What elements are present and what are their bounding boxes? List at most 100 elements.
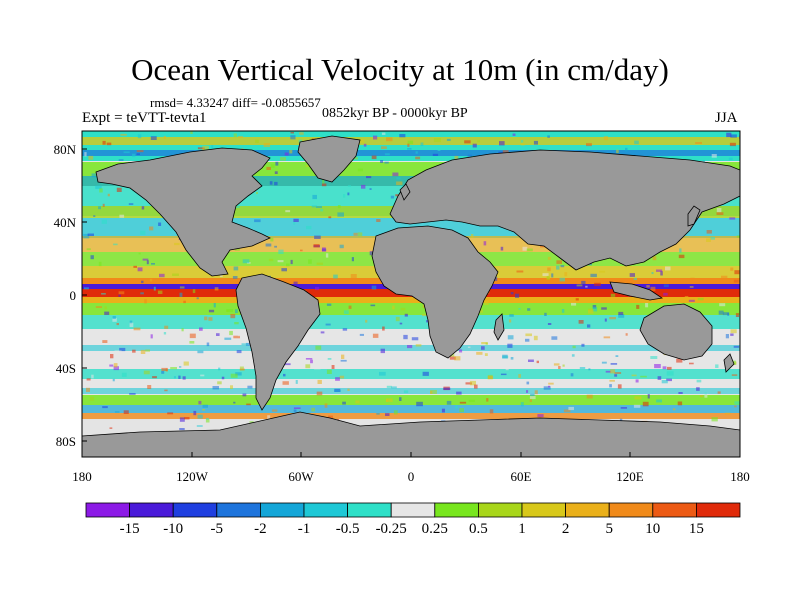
field-speckle [665, 266, 671, 271]
field-speckle [634, 140, 639, 145]
field-speckle [119, 214, 125, 218]
field-speckle [603, 336, 611, 339]
field-speckle [89, 396, 95, 401]
field-speckle [487, 376, 494, 380]
field-speckle [357, 168, 363, 172]
field-speckle [226, 309, 233, 312]
field-speckle [142, 258, 149, 261]
field-speckle [386, 385, 392, 388]
field-speckle [143, 370, 150, 375]
field-speckle [118, 291, 125, 295]
field-speckle [205, 419, 210, 423]
field-speckle [385, 413, 390, 416]
field-speckle [315, 345, 322, 350]
field-speckle [172, 273, 179, 276]
field-speckle [109, 427, 113, 429]
field-speckle [601, 307, 607, 310]
field-speckle [704, 393, 708, 398]
greenland [297, 135, 361, 183]
field-speckle [90, 255, 94, 260]
field-speckle [371, 155, 377, 160]
field-speckle [534, 390, 538, 395]
field-speckle [109, 364, 114, 367]
field-speckle [696, 379, 702, 383]
field-speckle [446, 138, 451, 141]
field-speckle [547, 267, 551, 272]
lon-label-120w: 120W [176, 469, 209, 484]
field-speckle [282, 381, 289, 385]
field-speckle [164, 389, 168, 392]
field-speckle [200, 374, 205, 377]
colorbar-label: 1 [518, 521, 526, 537]
field-speckle [699, 395, 704, 397]
field-speckle [102, 140, 106, 145]
field-speckle [516, 270, 524, 273]
field-speckle [512, 133, 516, 136]
field-speckle [400, 307, 406, 311]
stats-line: rmsd= 4.33247 diff= -0.0855657 [150, 95, 321, 110]
field-speckle [471, 234, 474, 238]
field-speckle [656, 269, 663, 272]
colorbar-box [347, 502, 392, 518]
field-speckle [571, 354, 575, 357]
field-speckle [706, 230, 712, 234]
field-speckle [137, 134, 142, 139]
field-speckle [533, 335, 538, 341]
colorbar-box [129, 502, 174, 518]
field-speckle [695, 142, 702, 144]
field-speckle [212, 386, 219, 390]
field-speckle [411, 337, 419, 341]
colorbar-label: -2 [254, 521, 267, 537]
field-speckle [232, 276, 238, 279]
field-speckle [128, 203, 134, 205]
colorbar-box [652, 502, 697, 518]
field-speckle [202, 145, 209, 150]
eurasia [389, 149, 740, 271]
field-speckle [678, 133, 684, 136]
field-speckle [372, 333, 379, 338]
field-speckle [181, 328, 184, 332]
field-speckle [586, 143, 592, 147]
field-speckle [609, 379, 615, 382]
field-speckle [494, 276, 498, 281]
field-speckle [433, 138, 441, 143]
field-speckle [614, 374, 618, 377]
field-speckle [536, 360, 539, 364]
field-speckle [697, 297, 704, 301]
field-speckle [214, 287, 219, 291]
field-speckle [733, 345, 740, 348]
field-speckle [603, 136, 608, 141]
field-speckle [242, 393, 247, 397]
field-speckle [527, 308, 531, 311]
lat-label-80s: 80S [56, 434, 76, 449]
field-speckle [614, 372, 622, 374]
field-speckle [441, 408, 445, 413]
field-speckle [206, 418, 209, 420]
field-speckle [132, 153, 136, 158]
field-speckle [206, 342, 210, 347]
field-speckle [450, 353, 455, 357]
field-speckle [731, 374, 738, 376]
field-speckle [633, 404, 641, 408]
field-speckle [366, 176, 372, 179]
field-speckle [381, 146, 387, 149]
field-speckle [386, 137, 393, 142]
field-speckle [230, 385, 233, 389]
field-speckle [123, 410, 129, 414]
field-speckle [380, 348, 385, 354]
field-speckle [280, 157, 286, 161]
field-speckle [196, 297, 199, 300]
field-speckle [430, 391, 433, 394]
field-speckle [443, 387, 451, 390]
field-speckle [196, 425, 203, 427]
colorbar-box [477, 502, 523, 518]
field-speckle [477, 140, 480, 143]
field-speckle [188, 424, 193, 426]
field-speckle [173, 376, 176, 379]
field-speckle [464, 140, 471, 144]
field-speckle [690, 277, 695, 280]
field-speckle [153, 286, 156, 291]
field-speckle [510, 292, 514, 295]
field-speckle [267, 415, 271, 420]
